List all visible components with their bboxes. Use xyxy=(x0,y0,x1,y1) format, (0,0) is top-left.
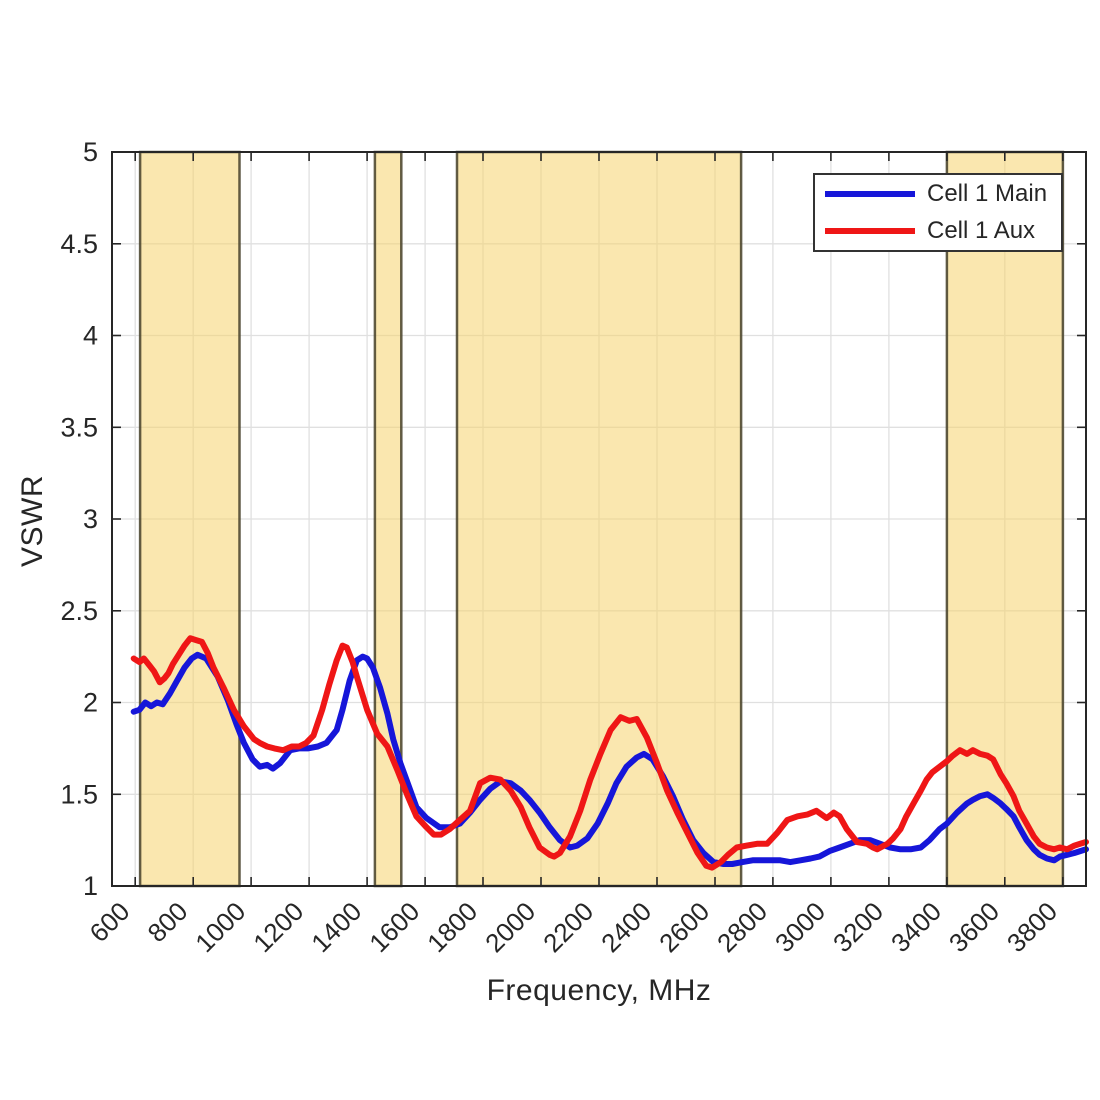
svg-text:1600: 1600 xyxy=(363,896,425,958)
svg-text:2600: 2600 xyxy=(653,896,715,958)
svg-text:3: 3 xyxy=(83,504,98,534)
svg-text:600: 600 xyxy=(84,896,136,948)
svg-text:1200: 1200 xyxy=(247,896,309,958)
svg-text:2800: 2800 xyxy=(711,896,773,958)
legend-item-main: Cell 1 Main xyxy=(815,176,1061,212)
svg-text:3600: 3600 xyxy=(943,896,1005,958)
legend-label-main: Cell 1 Main xyxy=(927,180,1048,207)
svg-text:2000: 2000 xyxy=(479,896,541,958)
svg-text:1400: 1400 xyxy=(305,896,367,958)
svg-text:2400: 2400 xyxy=(595,896,657,958)
svg-text:3800: 3800 xyxy=(1001,896,1063,958)
main-line-swatch xyxy=(825,191,915,197)
aux-line-swatch xyxy=(825,228,915,234)
svg-text:1800: 1800 xyxy=(421,896,483,958)
svg-text:2200: 2200 xyxy=(537,896,599,958)
legend: Cell 1 Main Cell 1 Aux xyxy=(813,173,1063,252)
svg-text:3200: 3200 xyxy=(827,896,889,958)
svg-text:1: 1 xyxy=(83,871,98,901)
legend-label-aux: Cell 1 Aux xyxy=(927,217,1036,244)
y-axis-label: VSWR xyxy=(16,475,49,567)
legend-item-aux: Cell 1 Aux xyxy=(815,213,1061,249)
x-axis-label: Frequency, MHz xyxy=(486,974,712,1007)
svg-text:5: 5 xyxy=(83,137,98,167)
svg-text:2: 2 xyxy=(83,688,98,718)
svg-text:4: 4 xyxy=(83,321,98,351)
svg-text:1.5: 1.5 xyxy=(60,779,98,809)
svg-text:2.5: 2.5 xyxy=(60,596,98,626)
svg-text:3000: 3000 xyxy=(769,896,831,958)
svg-text:3.5: 3.5 xyxy=(60,412,98,442)
svg-text:3400: 3400 xyxy=(885,896,947,958)
svg-text:800: 800 xyxy=(142,896,194,948)
svg-text:4.5: 4.5 xyxy=(60,229,98,259)
svg-text:1000: 1000 xyxy=(189,896,251,958)
